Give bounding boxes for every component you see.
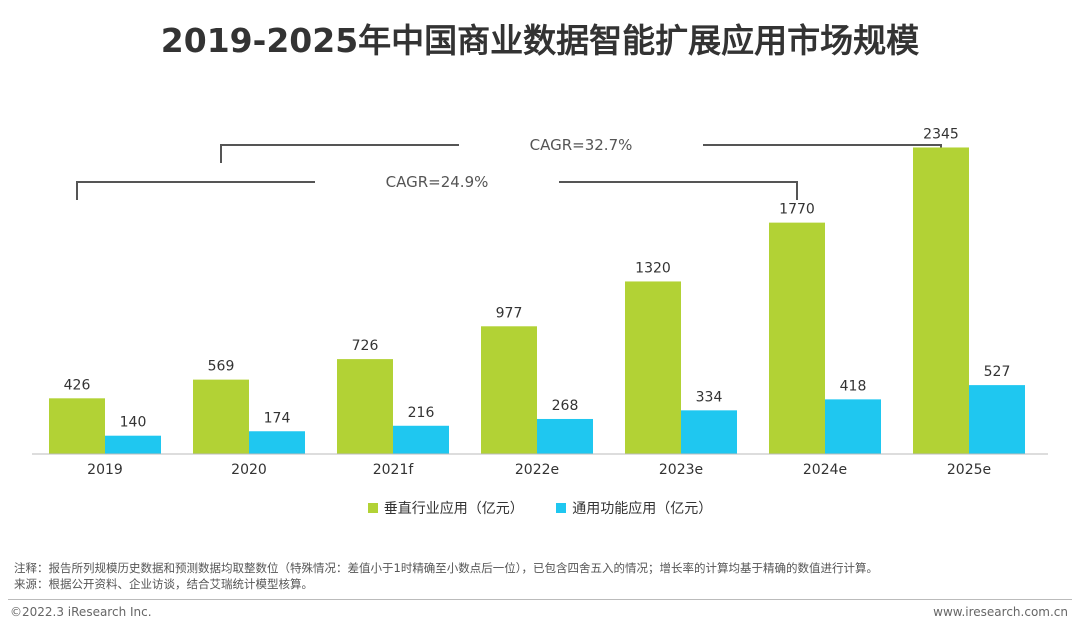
value-label-vertical-2022e: 977	[496, 305, 523, 321]
bar-general-2024e	[825, 399, 881, 454]
value-label-vertical-2023e: 1320	[635, 260, 671, 276]
legend-label-vertical: 垂直行业应用（亿元）	[383, 501, 524, 517]
bar-general-2020	[249, 431, 305, 454]
legend-item-vertical: 垂直行业应用（亿元）	[367, 498, 524, 518]
bar-general-2021f	[393, 425, 449, 454]
bar-general-2022e	[537, 418, 593, 454]
bar-general-2025e	[969, 385, 1025, 454]
page-title: 2019-2025年中国商业数据智能扩展应用市场规模	[160, 21, 920, 60]
cagr-label-1: CAGR=32.7%	[530, 136, 633, 154]
cagr-brackets: CAGR=32.7% CAGR=24.9%	[76, 136, 942, 200]
value-label-vertical-2019: 426	[64, 377, 91, 393]
value-label-vertical-2020: 569	[208, 359, 235, 375]
x-tick-2023e: 2023e	[659, 462, 703, 478]
value-label-general-2020: 174	[264, 410, 291, 426]
value-label-general-2023e: 334	[696, 389, 723, 405]
x-tick-2020: 2020	[231, 462, 267, 478]
legend-swatch-vertical	[367, 503, 378, 513]
x-tick-2022e: 2022e	[515, 462, 559, 478]
x-tick-2024e: 2024e	[803, 462, 847, 478]
website-link[interactable]: www.iresearch.com.cn	[933, 605, 1068, 619]
cagr-label-2: CAGR=24.9%	[386, 173, 489, 191]
legend-swatch-general	[556, 503, 567, 513]
chart-labels: 426 140 2019 569 174 2020 726 216 2021f 977 268 202…	[64, 126, 1011, 478]
notes: 注释：报告所列规模历史数据和预测数据均取整数位（特殊情况：差值小于1时精确至小数…	[14, 560, 878, 592]
x-tick-2019: 2019	[87, 462, 123, 478]
bar-general-2019	[105, 435, 161, 454]
bar-vertical-2025e	[913, 147, 969, 454]
value-label-general-2021f: 216	[408, 405, 435, 421]
x-tick-2021f: 2021f	[373, 462, 415, 478]
value-label-vertical-2025e: 2345	[923, 126, 959, 142]
bar-vertical-2022e	[481, 326, 537, 454]
bar-vertical-2021f	[337, 359, 393, 454]
bar-vertical-2024e	[769, 222, 825, 454]
bar-general-2023e	[681, 410, 737, 454]
bar-vertical-2019	[49, 398, 105, 454]
source-text: 来源：根据公开资料、企业访谈，结合艾瑞统计模型核算。	[14, 577, 313, 591]
value-label-vertical-2024e: 1770	[779, 202, 815, 218]
cagr-bracket-2	[76, 181, 798, 200]
value-label-general-2025e: 527	[984, 364, 1011, 380]
chart-bars	[49, 147, 1025, 454]
bar-chart: CAGR=32.7% CAGR=24.9% 426 140 2019 569 174 202…	[32, 126, 1048, 478]
value-label-general-2022e: 268	[552, 398, 579, 414]
chart-legend: 垂直行业应用（亿元） 通用功能应用（亿元）	[0, 498, 1080, 518]
bar-vertical-2020	[193, 379, 249, 454]
copyright: ©2022.3 iResearch Inc.	[10, 605, 152, 619]
value-label-vertical-2021f: 726	[352, 338, 379, 354]
bar-vertical-2023e	[625, 281, 681, 454]
value-label-general-2024e: 418	[840, 378, 867, 394]
footer-divider	[8, 599, 1072, 600]
legend-label-general: 通用功能应用（亿元）	[572, 501, 713, 517]
value-label-general-2019: 140	[120, 415, 147, 431]
legend-item-general: 通用功能应用（亿元）	[556, 498, 712, 518]
note-text: 注释：报告所列规模历史数据和预测数据均取整数位（特殊情况：差值小于1时精确至小数…	[14, 561, 879, 575]
x-tick-2025e: 2025e	[947, 462, 991, 478]
